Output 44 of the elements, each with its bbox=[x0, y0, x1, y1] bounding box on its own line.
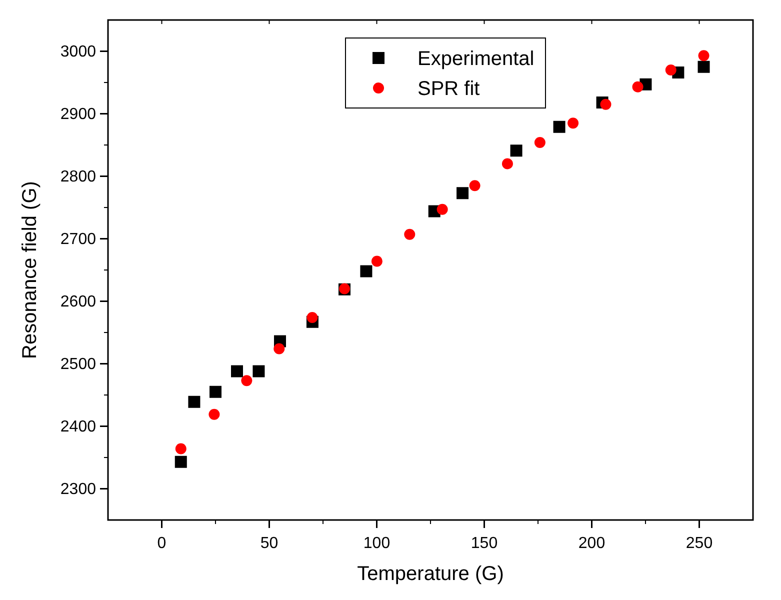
point bbox=[502, 158, 513, 170]
x-tick-label: 200 bbox=[578, 535, 606, 552]
x-tick-label: 150 bbox=[470, 535, 498, 552]
x-tick-label: 50 bbox=[260, 535, 278, 552]
point bbox=[274, 343, 285, 354]
point bbox=[600, 98, 612, 110]
legend-label: Experimental bbox=[418, 48, 534, 70]
y-tick-label: 2600 bbox=[60, 293, 96, 310]
point bbox=[510, 144, 522, 157]
point bbox=[241, 375, 252, 386]
y-tick-label: 2700 bbox=[60, 230, 96, 248]
point bbox=[174, 456, 187, 468]
point bbox=[231, 365, 243, 378]
point bbox=[698, 60, 710, 73]
point bbox=[436, 204, 448, 215]
x-tick-label: 100 bbox=[363, 535, 390, 552]
point bbox=[698, 50, 710, 62]
y-tick-label: 2900 bbox=[60, 106, 96, 123]
point bbox=[360, 265, 372, 278]
point bbox=[306, 312, 318, 323]
y-tick-label: 2400 bbox=[60, 418, 96, 436]
legend-label: SPR fit bbox=[418, 78, 480, 100]
point bbox=[404, 228, 416, 240]
point bbox=[568, 118, 579, 129]
point bbox=[534, 137, 546, 148]
y-tick-label: 2800 bbox=[60, 168, 96, 186]
y-tick-label: 2300 bbox=[60, 480, 96, 498]
point bbox=[175, 443, 186, 454]
point bbox=[665, 64, 676, 76]
y-tick-label: 3000 bbox=[60, 43, 96, 60]
x-tick-label: 250 bbox=[686, 535, 713, 552]
y-axis-title: Resonance field (G) bbox=[19, 181, 41, 359]
point bbox=[371, 256, 382, 267]
x-axis-title: Temperature (G) bbox=[357, 563, 504, 585]
y-tick-label: 2500 bbox=[60, 356, 96, 373]
x-tick-label: 0 bbox=[157, 535, 166, 552]
point bbox=[469, 180, 480, 192]
point bbox=[208, 408, 220, 420]
point bbox=[456, 187, 469, 200]
point bbox=[553, 120, 566, 133]
point bbox=[210, 386, 222, 398]
point bbox=[252, 365, 265, 378]
point bbox=[188, 396, 200, 408]
point bbox=[632, 81, 644, 92]
